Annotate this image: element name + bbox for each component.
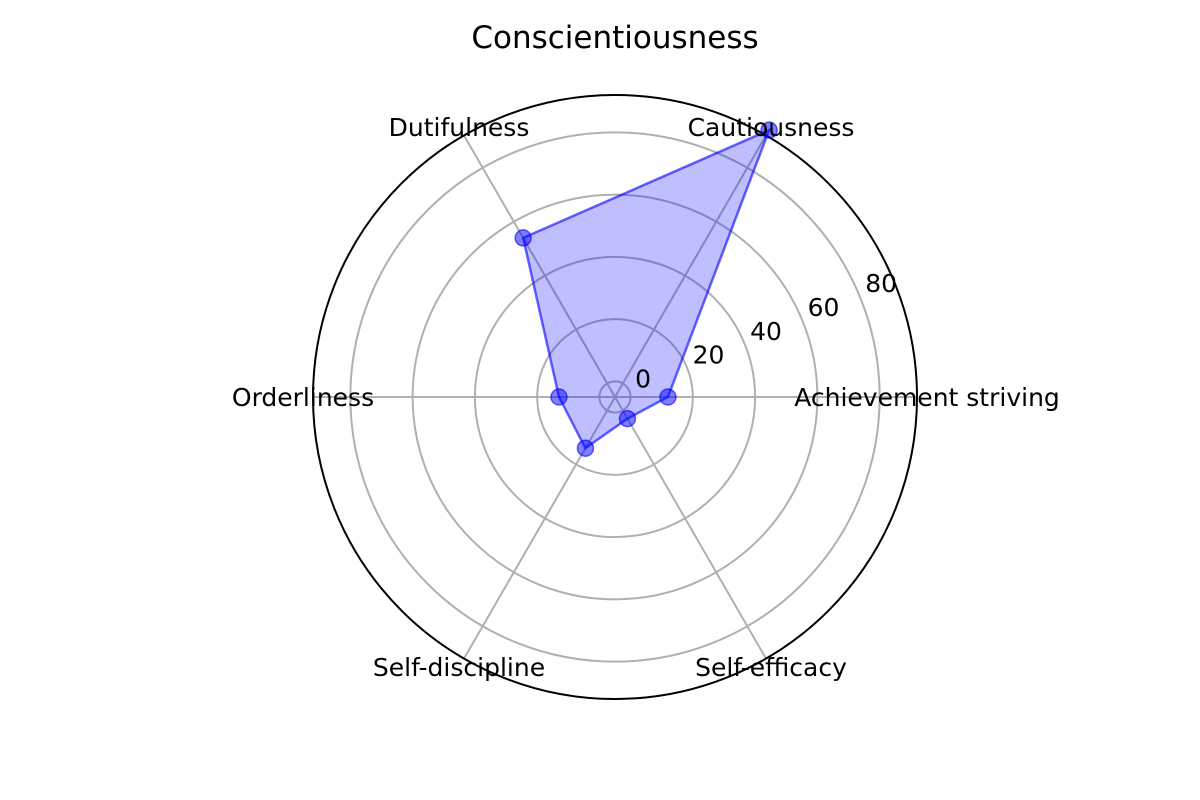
series-fill-0 xyxy=(523,130,770,449)
polar-frame xyxy=(312,94,918,700)
grid-spoke-5 xyxy=(614,396,767,660)
category-label-4: Self-discipline xyxy=(373,653,545,682)
grid-spoke-4 xyxy=(463,396,616,660)
data-point-0 xyxy=(659,388,677,406)
grid-layer xyxy=(312,94,918,700)
r-tick-label-3: 60 xyxy=(808,293,840,322)
r-tick-label-4: 80 xyxy=(865,269,897,298)
r-tick-label-1: 20 xyxy=(693,341,725,370)
category-label-2: Dutifulness xyxy=(389,113,530,142)
category-label-0: Achievement striving xyxy=(794,383,1060,412)
grid-spoke-2 xyxy=(463,134,616,398)
data-point-3 xyxy=(550,388,568,406)
category-label-3: Orderliness xyxy=(232,383,374,412)
data-point-5 xyxy=(618,409,637,428)
category-label-1: Cautiousness xyxy=(688,113,855,142)
category-label-5: Self-efficacy xyxy=(695,653,847,682)
r-tick-label-0: 0 xyxy=(635,365,651,394)
data-point-2 xyxy=(514,229,532,247)
data-point-1 xyxy=(760,121,778,139)
data-point-4 xyxy=(576,439,595,457)
grid-spoke-1 xyxy=(614,134,767,398)
data-layer xyxy=(514,121,778,457)
chart-title: Conscientiousness xyxy=(471,20,758,56)
label-layer: 0 20 40 60 80 Achievement striving Cautiousnes… xyxy=(232,113,1060,682)
r-tick-label-2: 40 xyxy=(750,317,782,346)
